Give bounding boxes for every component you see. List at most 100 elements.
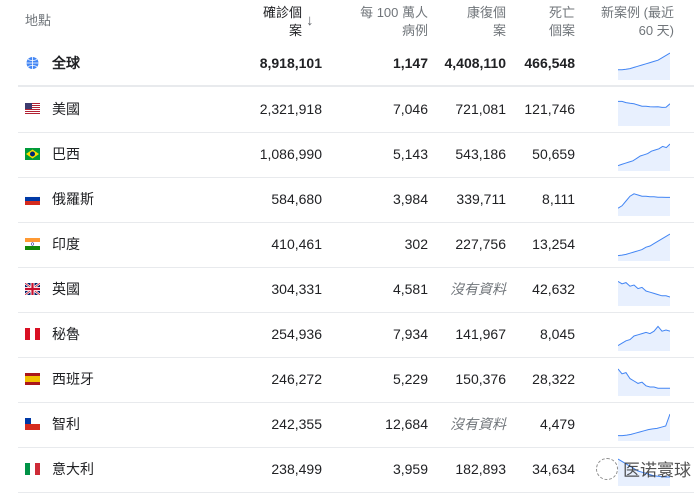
deaths: 4,479 — [539, 416, 575, 432]
new-cases-sparkline — [618, 52, 670, 80]
deaths: 50,659 — [532, 146, 575, 162]
flag-globe-icon — [26, 57, 39, 69]
location-name[interactable]: 印度 — [52, 236, 80, 252]
header-new-cases[interactable]: 新案例 (最近 60 天) — [601, 5, 674, 38]
confirmed-cases: 246,272 — [271, 371, 322, 387]
sparkline-line — [618, 193, 670, 209]
sparkline-line — [618, 280, 670, 298]
cases-per-million: 5,229 — [392, 371, 428, 387]
flag-gb-icon — [25, 283, 40, 295]
table-row[interactable]: 俄羅斯 584,680 3,984 339,711 8,111 — [0, 177, 694, 222]
flag-in-icon — [25, 238, 40, 250]
confirmed-cases: 1,086,990 — [259, 146, 322, 162]
new-cases-sparkline — [618, 193, 670, 216]
recovered-cases: 227,756 — [455, 236, 506, 252]
sparkline-area — [618, 281, 670, 306]
row-divider — [18, 447, 694, 448]
table-row[interactable]: 英國 304,331 4,581 沒有資料 42,632 — [0, 267, 694, 312]
location-name[interactable]: 智利 — [52, 416, 80, 432]
flag-br-icon — [25, 148, 40, 160]
sort-arrow-down-icon[interactable]: ↓ — [306, 12, 314, 29]
confirmed-cases: 304,331 — [271, 281, 322, 297]
confirmed-cases: 238,499 — [271, 461, 322, 477]
deaths: 28,322 — [532, 371, 575, 387]
sparkline-line — [618, 325, 670, 347]
new-cases-sparkline — [618, 413, 670, 441]
flag-ru-icon — [25, 193, 40, 205]
sparkline-area — [618, 326, 670, 351]
header-recovered[interactable]: 康復個案 — [466, 5, 506, 38]
table-row[interactable]: 秘魯 254,936 7,934 141,967 8,045 — [0, 312, 694, 357]
location-name[interactable]: 全球 — [52, 55, 80, 71]
table-row[interactable]: 全球 8,918,101 1,147 4,408,110 466,548 — [0, 41, 694, 86]
row-divider — [18, 85, 694, 87]
recovered-cases: 4,408,110 — [444, 55, 506, 71]
recovered-cases: 339,711 — [456, 191, 506, 207]
row-divider — [18, 402, 694, 403]
table-row[interactable]: 美國 2,321,918 7,046 721,081 121,746 — [0, 87, 694, 132]
watermark-text: 医诺寰球 — [623, 461, 691, 480]
sparkline-line — [618, 458, 670, 478]
wechat-icon — [596, 457, 618, 480]
recovered-cases: 141,967 — [455, 326, 506, 342]
sparkline-line — [618, 368, 670, 389]
sparkline-area — [618, 234, 670, 261]
deaths: 121,746 — [524, 101, 575, 117]
sparkline-area — [618, 53, 670, 80]
deaths: 42,632 — [532, 281, 575, 297]
table-row[interactable]: 西班牙 246,272 5,229 150,376 28,322 — [0, 357, 694, 402]
new-cases-sparkline — [618, 233, 670, 261]
deaths: 466,548 — [524, 55, 575, 71]
sparkline-line — [618, 52, 670, 71]
location-name[interactable]: 秘魯 — [52, 326, 80, 342]
location-name[interactable]: 俄羅斯 — [52, 191, 94, 207]
table-row[interactable]: 意大利 238,499 3,959 182,893 34,634 — [0, 447, 694, 492]
flag-pe-icon — [25, 328, 40, 340]
new-cases-sparkline — [618, 325, 670, 351]
location-name[interactable]: 巴西 — [52, 146, 80, 162]
sparkline-line — [618, 233, 670, 257]
header-location[interactable]: 地點 — [25, 13, 52, 28]
deaths: 34,634 — [532, 461, 575, 477]
sparkline-area — [618, 369, 670, 396]
header-per-million[interactable]: 每 100 萬人病例 — [360, 5, 428, 38]
new-cases-sparkline — [618, 368, 670, 396]
location-name[interactable]: 美國 — [52, 101, 80, 117]
row-divider — [18, 177, 694, 178]
recovered-cases: 182,893 — [455, 461, 506, 477]
table-header: 地點 確診個案 ↓ 每 100 萬人病例 康復個案 死亡個案 新案例 (最近 6… — [0, 0, 694, 45]
recovered-cases: 沒有資料 — [450, 416, 506, 432]
new-cases-sparkline — [618, 458, 670, 486]
sparkline-area — [618, 101, 670, 126]
cases-per-million: 3,984 — [392, 191, 428, 207]
header-confirmed[interactable]: 確診個案 — [262, 5, 302, 38]
table-row[interactable]: 巴西 1,086,990 5,143 543,186 50,659 — [0, 132, 694, 177]
header-deaths[interactable]: 死亡個案 — [548, 5, 575, 38]
new-cases-sparkline — [618, 143, 670, 171]
table-row[interactable]: 印度 410,461 302 227,756 13,254 — [0, 222, 694, 267]
sparkline-line — [618, 413, 670, 437]
location-name[interactable]: 西班牙 — [52, 371, 94, 387]
location-name[interactable]: 意大利 — [52, 461, 94, 477]
row-divider — [18, 357, 694, 358]
watermark: 医诺寰球 — [596, 456, 691, 481]
table-row[interactable]: 智利 242,355 12,684 沒有資料 4,479 — [0, 402, 694, 447]
flag-es-icon — [25, 373, 40, 385]
new-cases-sparkline — [618, 100, 670, 126]
row-divider — [18, 222, 694, 223]
cases-per-million: 12,684 — [385, 416, 428, 432]
recovered-cases: 150,376 — [455, 371, 506, 387]
cases-per-million: 4,581 — [392, 281, 428, 297]
confirmed-cases: 2,321,918 — [259, 101, 322, 117]
cases-per-million: 1,147 — [392, 55, 428, 71]
location-name[interactable]: 英國 — [52, 281, 80, 297]
cases-per-million: 7,934 — [392, 326, 428, 342]
deaths: 13,254 — [532, 236, 575, 252]
deaths: 8,045 — [539, 326, 575, 342]
deaths: 8,111 — [542, 191, 575, 207]
recovered-cases: 543,186 — [455, 146, 506, 162]
flag-cl-icon — [25, 418, 40, 430]
confirmed-cases: 410,461 — [271, 236, 322, 252]
sparkline-line — [618, 100, 670, 108]
new-cases-sparkline — [618, 280, 670, 306]
